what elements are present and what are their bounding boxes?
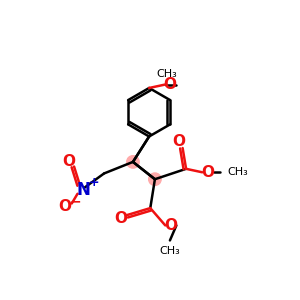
- Text: CH₃: CH₃: [160, 246, 180, 256]
- Text: O: O: [202, 165, 214, 180]
- Text: O: O: [58, 200, 71, 214]
- Text: +: +: [89, 176, 100, 189]
- Text: N: N: [76, 181, 90, 199]
- Text: O: O: [62, 154, 75, 169]
- Text: CH₃: CH₃: [228, 167, 248, 177]
- Text: O: O: [165, 218, 178, 233]
- Circle shape: [149, 173, 161, 185]
- Circle shape: [127, 156, 139, 168]
- Text: CH₃: CH₃: [156, 69, 177, 79]
- Text: O: O: [163, 77, 176, 92]
- Text: O: O: [114, 212, 128, 226]
- Text: −: −: [70, 195, 82, 209]
- Text: O: O: [173, 134, 186, 149]
